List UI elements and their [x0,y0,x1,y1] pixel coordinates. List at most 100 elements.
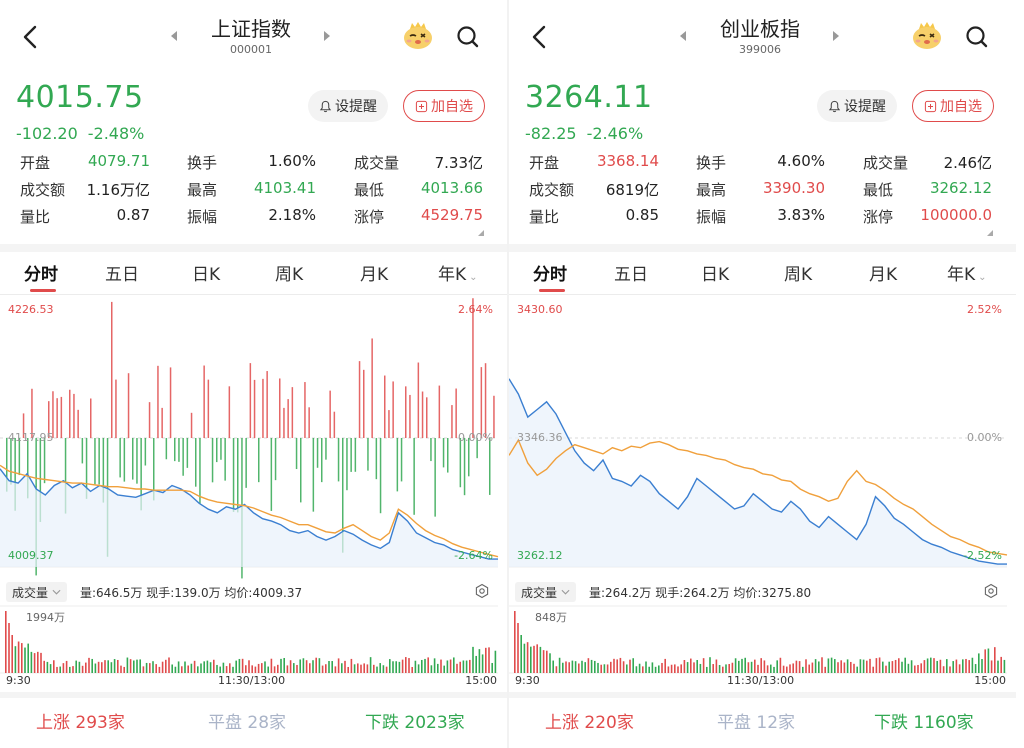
tick-bar [367,438,369,471]
volume-bar [744,657,746,673]
tick-bar [22,413,25,438]
intraday-chart[interactable]: 4226.53 4117.95 4009.37 2.64% 0.00% -2.64% [0,295,507,580]
expand-corner-icon[interactable] [478,230,484,236]
tick-bar [211,438,214,483]
stat-label: 换手 [696,154,727,172]
volume-bar [216,664,218,673]
volume-bar [754,659,756,673]
volume-bar [200,663,202,673]
volume-bar [638,663,641,673]
volume-bar [462,660,465,673]
add-watchlist-button[interactable]: 加自选 [912,90,994,122]
volume-bar [862,659,865,673]
tick-bar [207,379,210,438]
tick-bar [283,407,285,438]
tab-2[interactable]: 日K [701,265,730,285]
tick-bar [43,438,46,484]
time-axis: 9:30 11:30/13:00 15:00 [509,674,1016,690]
indicator-selector[interactable]: 成交量 [6,582,68,602]
volume-bar [120,665,122,673]
volume-bar [350,658,353,673]
next-index-arrow-icon[interactable] [320,28,334,44]
volume-bar [187,665,189,673]
tick-bar [123,438,126,482]
volume-bar [65,660,68,673]
volume-bar [331,661,333,673]
tab-3[interactable]: 周K [784,265,813,285]
bell-icon [828,100,841,112]
add-watchlist-button[interactable]: 加自选 [403,90,485,122]
intraday-chart[interactable]: 3430.60 3346.36 3262.12 2.52% 0.00% -2.52% [509,295,1016,580]
volume-bar [722,666,724,673]
volume-chart[interactable]: 848万 [509,605,1016,675]
volume-bar [369,657,372,673]
pct-axis-mid-label: 0.00% [967,431,1002,444]
prev-index-arrow-icon[interactable] [676,28,690,44]
volume-bar [357,663,359,673]
volume-bar [747,662,750,673]
prev-index-arrow-icon[interactable] [167,28,181,44]
volume-bar [690,658,692,673]
volume-bar [629,659,631,673]
volume-bar [594,660,596,673]
tick-bar [262,378,264,438]
volume-chart[interactable]: 1994万 [0,605,507,675]
volume-bar [421,659,423,673]
volume-bar [568,662,570,673]
tick-bar [258,438,260,483]
volume-bar [693,662,695,673]
volume-bar [360,664,362,673]
tab-5[interactable]: 年K ⌄ [947,265,987,285]
volume-bar [600,664,602,673]
tick-bar [220,438,222,460]
tick-bar [136,438,138,484]
volume-bar [261,663,263,673]
price-chart-svg [0,298,499,579]
settings-icon[interactable] [474,583,490,599]
stat-value: 4529.75 [420,206,483,224]
tick-bar [245,438,247,488]
tab-3[interactable]: 周K [275,265,304,285]
settings-icon[interactable] [983,583,999,599]
stat-label: 开盘 [529,154,560,172]
expand-corner-icon[interactable] [987,230,993,236]
volume-bar [824,666,826,673]
tick-bar [270,438,273,511]
volume-bar [53,660,55,673]
volume-bar [939,659,942,673]
tick-bar [10,438,12,485]
set-alert-button[interactable]: 设提醒 [308,90,388,122]
chart-period-tabs: 分时 五日 日K 周K 月K 年K ⌄ [0,252,507,294]
market-breadth: 上涨 293家 平盘 28家 下跌 2023家 [0,700,507,740]
tab-intraday[interactable]: 分时 [533,265,567,285]
back-arrow-icon[interactable] [527,22,553,52]
set-alert-button[interactable]: 设提醒 [817,90,897,122]
tab-5[interactable]: 年K ⌄ [438,265,478,285]
search-icon[interactable] [455,24,481,50]
volume-bar [686,662,689,673]
volume-bar [459,661,461,673]
tab-4[interactable]: 月K [360,265,389,285]
mascot-icon[interactable] [402,20,434,50]
tab-1[interactable]: 五日 [614,265,648,285]
tab-1[interactable]: 五日 [105,265,139,285]
volume-bar [337,658,340,673]
volume-bar [385,666,388,673]
mascot-icon[interactable] [911,20,943,50]
volume-bar [197,666,199,673]
volume-bar [514,611,516,673]
back-arrow-icon[interactable] [18,22,44,52]
search-icon[interactable] [964,24,990,50]
volume-bar [632,658,634,673]
volume-bar [792,663,794,673]
tab-4[interactable]: 月K [869,265,898,285]
tab-2[interactable]: 日K [192,265,221,285]
volume-bar [667,666,670,673]
tab-intraday[interactable]: 分时 [24,265,58,285]
tick-bar [169,367,172,438]
index-title: 上证指数 [211,17,291,41]
market-breadth: 上涨 220家 平盘 12家 下跌 1160家 [509,700,1016,740]
volume-bar [523,643,526,673]
next-index-arrow-icon[interactable] [829,28,843,44]
indicator-selector[interactable]: 成交量 [515,582,577,602]
